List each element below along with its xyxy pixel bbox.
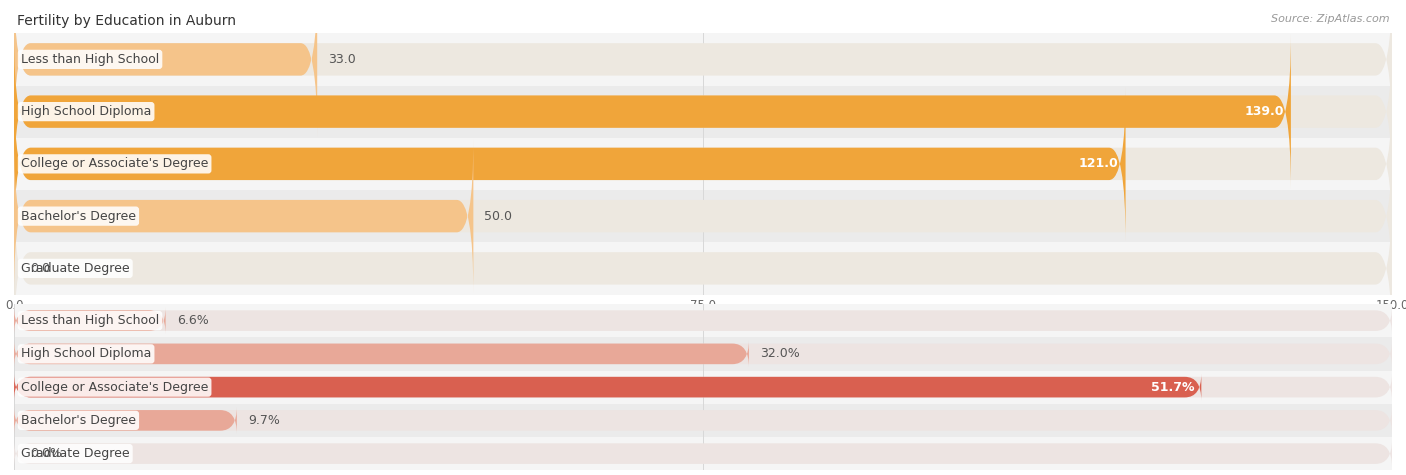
FancyBboxPatch shape	[14, 0, 318, 137]
Text: 32.0%: 32.0%	[761, 347, 800, 361]
Bar	[14, 337, 1392, 370]
FancyBboxPatch shape	[14, 307, 1392, 334]
FancyBboxPatch shape	[14, 34, 1392, 190]
FancyBboxPatch shape	[14, 340, 749, 368]
FancyBboxPatch shape	[14, 138, 474, 294]
Bar	[14, 404, 1392, 437]
Text: Bachelor's Degree: Bachelor's Degree	[21, 209, 136, 223]
Text: 9.7%: 9.7%	[247, 414, 280, 427]
FancyBboxPatch shape	[14, 407, 236, 434]
FancyBboxPatch shape	[14, 373, 1392, 401]
Bar	[14, 242, 1392, 294]
FancyBboxPatch shape	[14, 307, 166, 334]
Text: 0.0: 0.0	[31, 262, 51, 275]
FancyBboxPatch shape	[14, 34, 1291, 190]
FancyBboxPatch shape	[14, 86, 1392, 242]
Text: 139.0: 139.0	[1244, 105, 1284, 118]
Bar	[14, 437, 1392, 470]
Text: 0.0%: 0.0%	[31, 447, 63, 460]
Text: Fertility by Education in Auburn: Fertility by Education in Auburn	[17, 14, 236, 28]
Text: 121.0: 121.0	[1078, 157, 1119, 171]
Bar	[14, 33, 1392, 86]
Text: Graduate Degree: Graduate Degree	[21, 447, 129, 460]
Text: High School Diploma: High School Diploma	[21, 347, 152, 361]
FancyBboxPatch shape	[14, 340, 1392, 368]
Text: 33.0: 33.0	[328, 53, 356, 66]
Bar	[14, 370, 1392, 404]
Text: 6.6%: 6.6%	[177, 314, 208, 327]
Text: Graduate Degree: Graduate Degree	[21, 262, 129, 275]
FancyBboxPatch shape	[14, 440, 1392, 467]
FancyBboxPatch shape	[14, 407, 1392, 434]
Text: Less than High School: Less than High School	[21, 314, 159, 327]
Bar	[14, 86, 1392, 138]
FancyBboxPatch shape	[14, 373, 1201, 401]
FancyBboxPatch shape	[14, 138, 1392, 294]
Text: High School Diploma: High School Diploma	[21, 105, 152, 118]
FancyBboxPatch shape	[14, 190, 1392, 346]
Bar	[14, 138, 1392, 190]
Text: 50.0: 50.0	[485, 209, 512, 223]
FancyBboxPatch shape	[14, 0, 1392, 137]
Bar	[14, 190, 1392, 242]
Bar	[14, 304, 1392, 337]
Text: College or Associate's Degree: College or Associate's Degree	[21, 157, 208, 171]
Text: Source: ZipAtlas.com: Source: ZipAtlas.com	[1271, 14, 1389, 24]
Text: Less than High School: Less than High School	[21, 53, 159, 66]
FancyBboxPatch shape	[14, 86, 1126, 242]
Text: Bachelor's Degree: Bachelor's Degree	[21, 414, 136, 427]
Text: 51.7%: 51.7%	[1152, 380, 1195, 394]
Text: College or Associate's Degree: College or Associate's Degree	[21, 380, 208, 394]
